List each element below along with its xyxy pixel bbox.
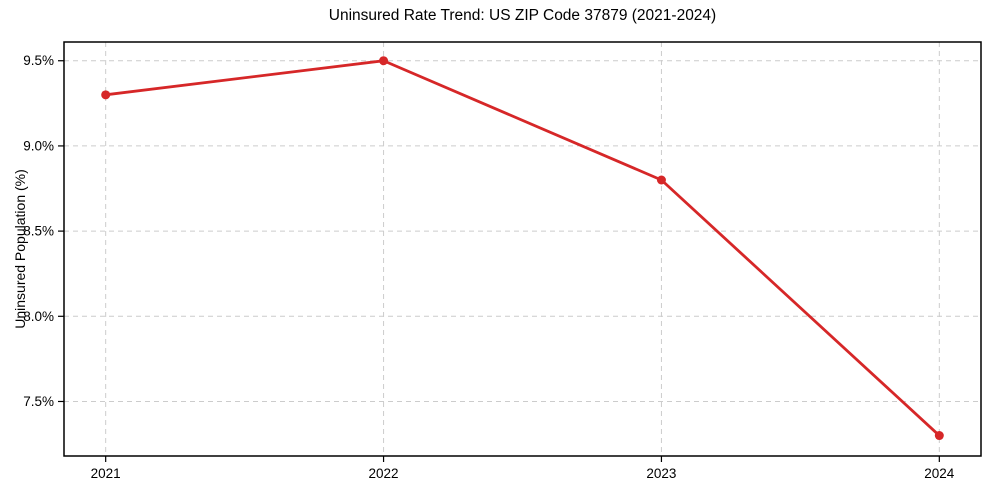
x-tick-label: 2022	[369, 466, 399, 481]
x-tick-label: 2023	[646, 466, 676, 481]
y-tick-label: 8.0%	[23, 309, 54, 324]
y-tick-label: 8.5%	[23, 224, 54, 239]
plot-border	[63, 41, 982, 457]
data-point-2023	[656, 175, 666, 185]
y-tick-label: 7.5%	[23, 394, 54, 409]
data-point-2021	[101, 90, 111, 100]
chart-title: Uninsured Rate Trend: US ZIP Code 37879 …	[328, 7, 717, 24]
trend-line	[104, 59, 941, 437]
x-tick-label: 2024	[924, 466, 955, 481]
y-tick-label: 9.0%	[23, 138, 54, 153]
data-point-2024	[934, 431, 944, 441]
y-tick-label: 9.5%	[23, 53, 54, 68]
data-point-2022	[379, 56, 389, 66]
x-tick-label: 2021	[91, 466, 121, 481]
